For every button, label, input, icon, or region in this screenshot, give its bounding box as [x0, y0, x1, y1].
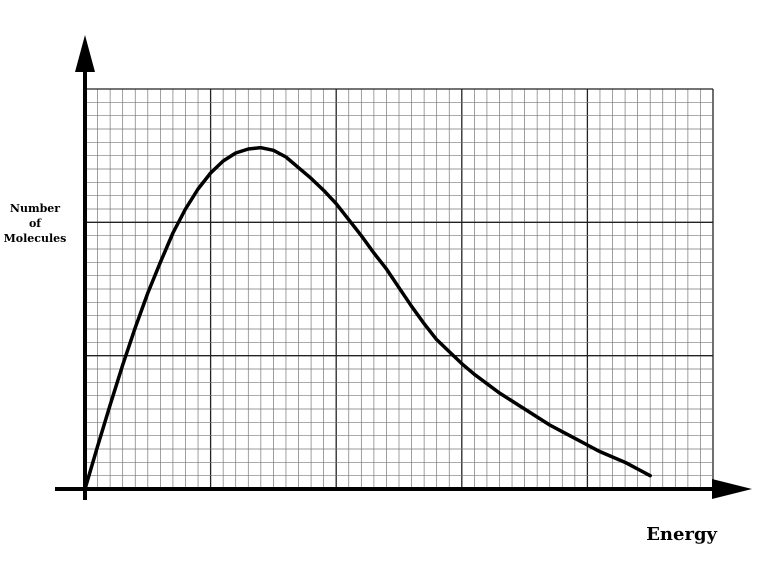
y-axis-label-line-3: Molecules — [4, 232, 67, 245]
grid — [84, 88, 714, 490]
x-axis-label: Energy — [646, 524, 717, 545]
axes — [55, 35, 752, 500]
y-axis-label-line-2: of — [29, 217, 42, 230]
series-line — [83, 145, 652, 491]
y-axis-arrow — [75, 35, 95, 72]
data-points — [84, 146, 652, 490]
x-axis-arrow — [712, 479, 752, 499]
y-axis-label-line-1: Number — [10, 202, 60, 215]
